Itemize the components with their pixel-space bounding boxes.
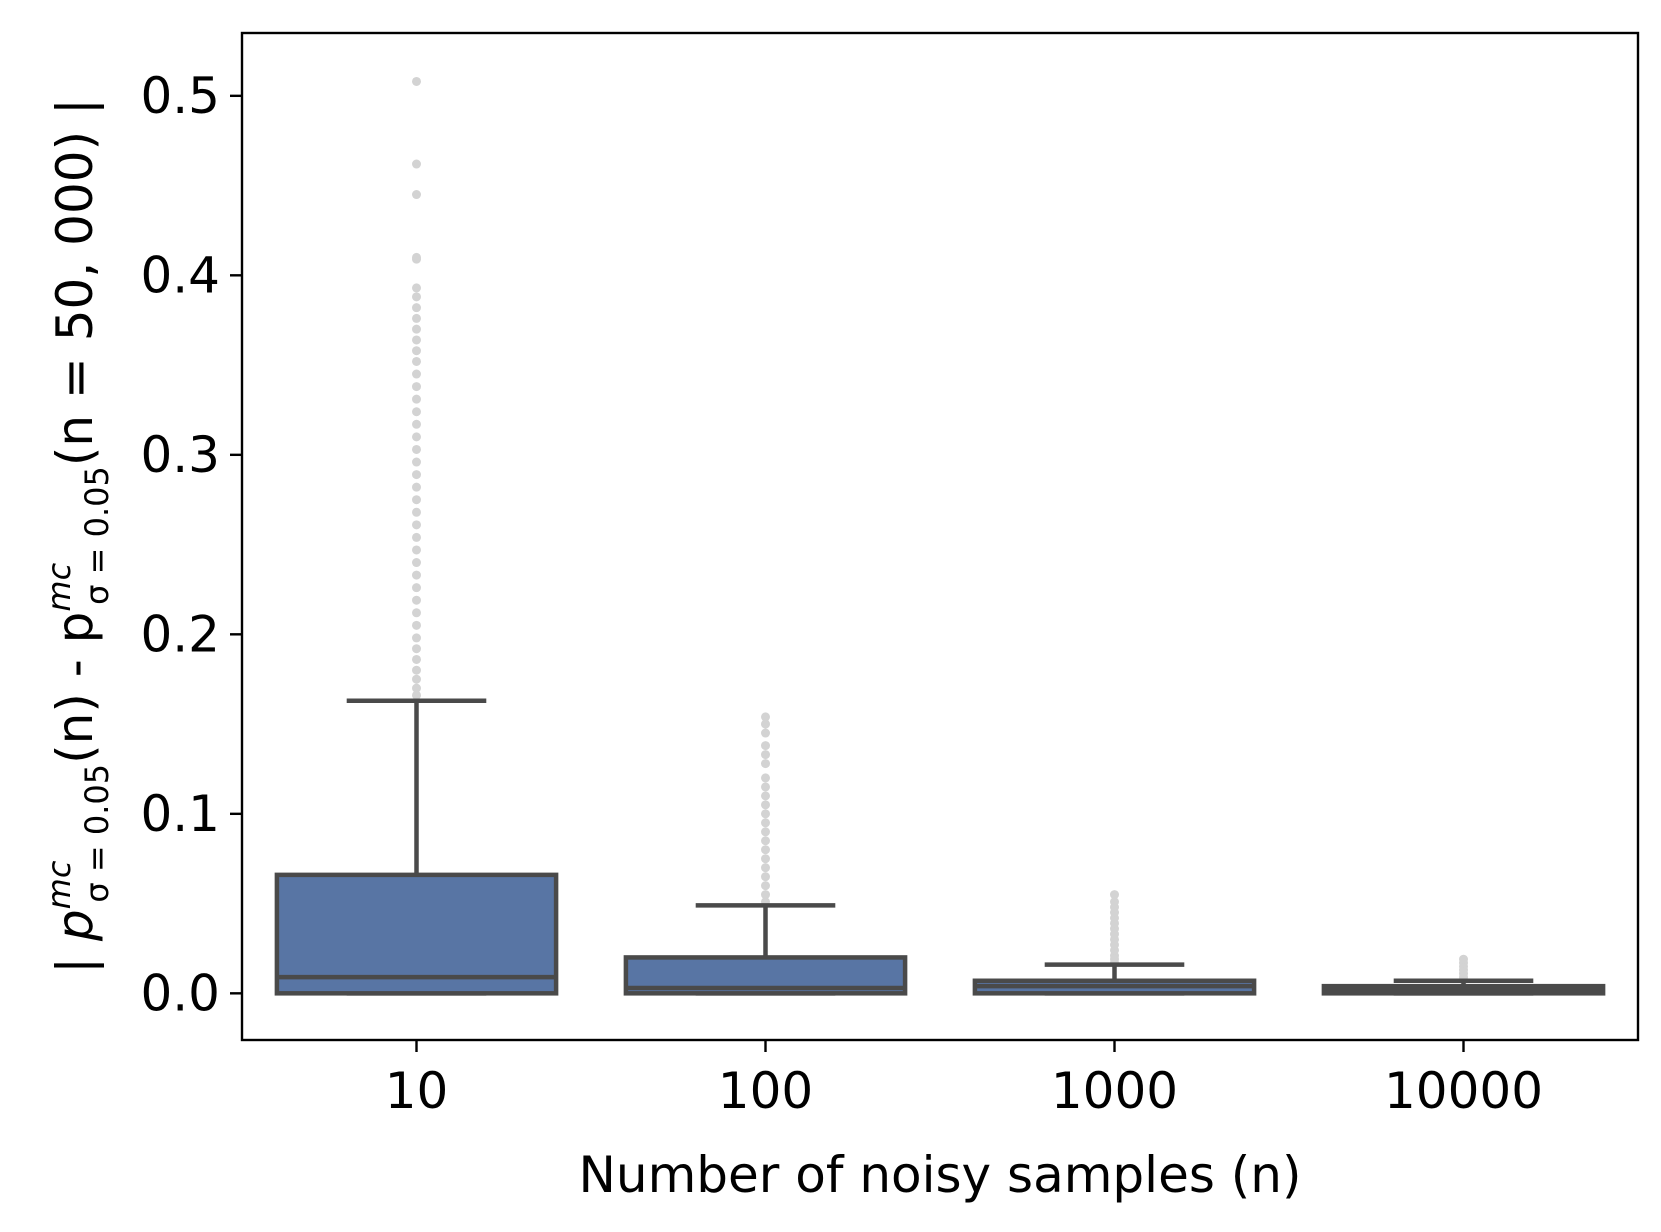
outlier-point [412, 283, 421, 293]
y-label-sup1: mc [40, 860, 78, 909]
outlier-point [412, 303, 421, 313]
outlier-point [761, 741, 770, 751]
outlier-point [412, 470, 421, 480]
outlier-point [761, 773, 770, 783]
y-tick-label: 0.3 [140, 426, 220, 484]
outlier-point [761, 728, 770, 738]
y-tick-label: 0.1 [140, 785, 220, 843]
box-iqr [274, 872, 559, 996]
box-elements [274, 698, 1606, 996]
outlier-point [1459, 954, 1468, 964]
outlier-point [412, 674, 421, 684]
outlier-point [412, 394, 421, 404]
y-axis-ticks: 0.0 0.1 0.2 0.3 0.4 0.5 [140, 67, 242, 1022]
x-tick-label: 10 [385, 1062, 449, 1120]
outlier-point [412, 313, 421, 323]
outlier-point [761, 881, 770, 891]
outlier-point [412, 558, 421, 568]
outlier-point [412, 520, 421, 530]
outlier-point [412, 595, 421, 605]
outlier-point [761, 782, 770, 792]
outlier-point [412, 190, 421, 200]
outlier-point [412, 292, 421, 302]
outlier-point [412, 324, 421, 334]
outlier-point [412, 346, 421, 356]
x-tick-label: 10000 [1384, 1062, 1543, 1120]
outlier-point [761, 827, 770, 837]
plot-area-frame [240, 31, 1640, 1042]
outlier-point [761, 845, 770, 855]
outlier-point [761, 800, 770, 810]
outlier-point [412, 583, 421, 593]
y-tick-label: 0.4 [140, 246, 220, 304]
x-axis-ticks: 10 100 1000 10000 [385, 1040, 1543, 1120]
outlier-point [412, 620, 421, 630]
outlier-point [412, 532, 421, 542]
outlier-point [412, 665, 421, 675]
y-label-open: | p [46, 909, 104, 973]
outlier-point [412, 76, 421, 86]
outlier-point [1110, 890, 1119, 900]
outlier-point [412, 444, 421, 454]
outlier-point [412, 545, 421, 555]
outlier-point [412, 457, 421, 467]
outlier-point [412, 335, 421, 345]
outlier-point [761, 818, 770, 828]
outlier-point [761, 836, 770, 846]
outlier-point [412, 252, 421, 262]
y-tick-label: 0.5 [140, 67, 220, 125]
outlier-point [761, 890, 770, 900]
outlier-point [412, 419, 421, 429]
outlier-point [412, 644, 421, 654]
y-axis-label: | pmcσ = 0.05(n) - pmcσ = 0.05(n = 50, 0… [40, 98, 116, 974]
y-label-close: (n = 50, 000) | [46, 98, 104, 466]
outlier-points [412, 76, 1468, 985]
outlier-point [761, 809, 770, 819]
outlier-point [1110, 897, 1119, 907]
y-label-sub2: σ = 0.05 [78, 466, 116, 605]
outlier-point [761, 759, 770, 769]
outlier-point [412, 495, 421, 505]
outlier-point [412, 432, 421, 442]
outlier-point [412, 633, 421, 643]
outlier-point [412, 482, 421, 492]
outlier-point [412, 608, 421, 618]
outlier-point [412, 507, 421, 517]
y-label-sup2: mc [40, 562, 78, 611]
outlier-point [412, 690, 421, 700]
outlier-point [412, 654, 421, 664]
outlier-point [412, 159, 421, 169]
outlier-point [412, 356, 421, 366]
y-tick-label: 0.2 [140, 605, 220, 663]
outlier-point [412, 683, 421, 693]
x-tick-label: 100 [718, 1062, 813, 1120]
y-tick-label: 0.0 [140, 964, 220, 1022]
x-axis-label: Number of noisy samples (n) [579, 1146, 1302, 1204]
outlier-point [761, 719, 770, 729]
outlier-point [761, 854, 770, 864]
outlier-point [412, 570, 421, 580]
outlier-point [761, 712, 770, 722]
outlier-point [412, 382, 421, 392]
outlier-point [761, 791, 770, 801]
outlier-point [761, 750, 770, 760]
outlier-point [761, 863, 770, 873]
y-label-sub1: σ = 0.05 [78, 764, 116, 903]
outlier-point [761, 872, 770, 882]
x-tick-label: 1000 [1051, 1062, 1178, 1120]
y-label-mid: (n) - p [46, 612, 104, 764]
outlier-point [412, 369, 421, 379]
outlier-point [412, 407, 421, 417]
